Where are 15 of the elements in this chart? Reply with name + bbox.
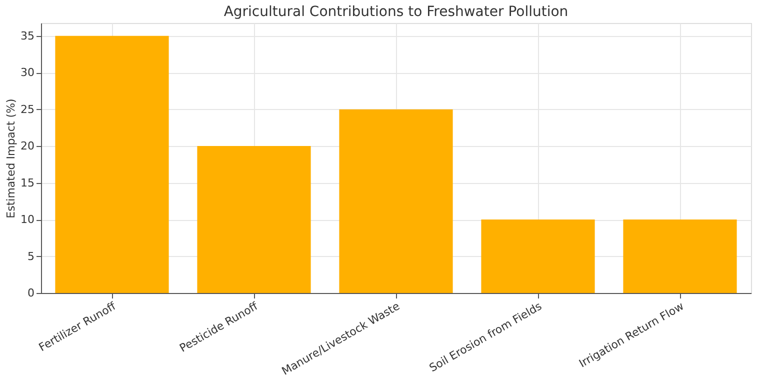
y-tick-label: 25 (20, 102, 34, 116)
y-tick-label: 20 (20, 140, 34, 153)
bar (481, 220, 595, 293)
bar (197, 146, 311, 293)
bar (55, 36, 169, 293)
y-tick-label: 15 (20, 176, 34, 190)
y-tick-label: 35 (20, 29, 34, 42)
y-tick-label: 0 (28, 286, 34, 300)
chart-title: Agricultural Contributions to Freshwater Pollution (224, 4, 568, 20)
bar (623, 220, 737, 293)
bar (339, 109, 453, 293)
y-tick-label: 5 (28, 250, 34, 263)
y-tick-label: 10 (20, 213, 34, 226)
y-axis-title: Estimated Impact (%) (4, 98, 18, 218)
y-tick-label: 30 (20, 66, 34, 80)
